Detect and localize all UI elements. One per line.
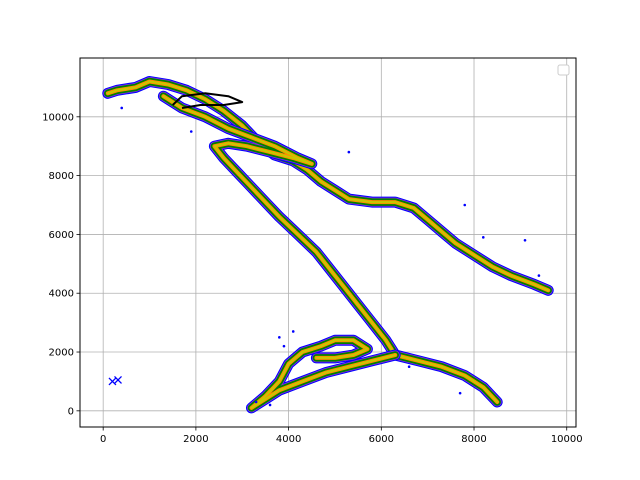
plot-frame [79,57,577,428]
plot-data [102,76,554,414]
grid [80,58,576,427]
scatter-point [347,150,351,154]
scatter-point [278,336,281,339]
scatter-point [537,274,541,277]
scatter-point [523,238,527,242]
scatter-point [268,403,272,407]
series-0-inner-band [106,80,550,292]
x-tick-label: 6000 [369,434,394,445]
series-3-line [172,92,244,109]
scatter-point [189,130,193,133]
y-tick-label: 6000 [49,230,74,241]
scatter-point [463,203,467,207]
y-tick-label: 4000 [49,289,74,300]
x-tick-label: 0 [100,434,106,445]
y-tick-label: 2000 [49,348,74,359]
x-tick-label: 2000 [183,434,208,445]
scatter-point [282,344,286,348]
x-tick-label: 8000 [461,434,486,445]
legend-box [557,64,570,76]
x-tick-label: 10000 [551,434,583,445]
ticks: 0 2000 4000 6000 8000 10000 0 2000 4000 6000 8000 1… [42,112,582,445]
x-marker [114,375,122,384]
scatter-point [458,391,462,395]
scatter-point [291,330,295,333]
scatter-point [481,236,485,239]
x-marker [108,377,117,386]
scatter-point [254,400,258,404]
y-tick-label: 8000 [49,171,74,182]
series-2-inner-band [250,339,397,409]
scatter-point [120,106,124,110]
x-tick-label: 4000 [276,434,301,445]
legend [557,64,570,76]
scatter-point [407,365,411,369]
y-tick-label: 0 [68,406,74,417]
y-tick-label: 10000 [42,112,74,123]
